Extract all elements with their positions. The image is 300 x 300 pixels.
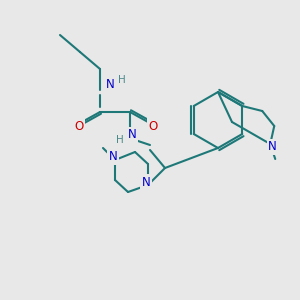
Text: O: O — [148, 119, 158, 133]
Text: N: N — [268, 140, 277, 154]
Text: H: H — [118, 75, 126, 85]
Text: H: H — [116, 135, 124, 145]
Text: O: O — [74, 119, 84, 133]
Text: N: N — [106, 79, 114, 92]
Text: N: N — [109, 151, 117, 164]
Text: N: N — [142, 176, 150, 188]
Text: N: N — [128, 128, 136, 142]
